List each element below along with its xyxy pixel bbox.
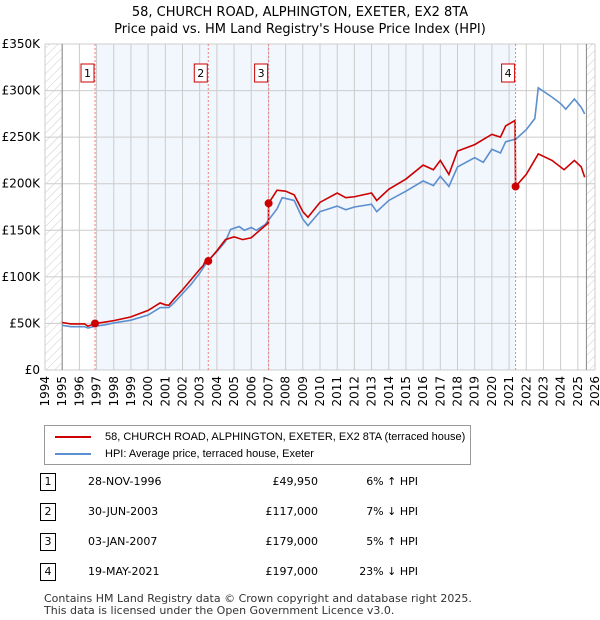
sale-point [264,199,273,208]
y-tick-label: £0 [25,363,40,377]
x-tick-label: 2000 [141,376,155,407]
x-tick-label: 2022 [519,376,533,407]
table-row: 1 28-NOV-1996 £49,950 6% ↑ HPI [40,467,418,497]
x-tick-label: 2023 [536,376,550,407]
shaded-ownership-band [95,44,516,370]
x-tick-label: 2012 [347,376,361,407]
x-tick-label: 2025 [571,376,585,407]
x-tick-label: 2013 [365,376,379,407]
title-line-1: 58, CHURCH ROAD, ALPHINGTON, EXETER, EX2… [131,5,469,20]
x-tick-label: 2014 [382,376,396,407]
chart-legend: 58, CHURCH ROAD, ALPHINGTON, EXETER, EX2… [44,425,471,465]
sale-label-box [193,63,208,83]
price-chart: 1 2 3 4 1994 1995 1996 1997 1998 1999 2000 2001 2002… [2,37,600,407]
sale-price: £179,000 [265,535,319,548]
x-tick-label: 2018 [451,376,465,407]
sale-label: 2 [197,67,204,80]
y-tick-label: £50K [9,316,41,330]
x-tick-label: 2011 [330,376,344,407]
legend-item-property: 58, CHURCH ROAD, ALPHINGTON, EXETER, EX2… [55,430,465,444]
x-tick-label: 1994 [38,376,52,407]
x-tick-label: 2004 [210,376,224,407]
transactions-table: 1 28-NOV-1996 £49,950 6% ↑ HPI 2 30-JUN-2003 £… [40,467,418,587]
y-tick-label: £350K [2,37,42,51]
sale-number: 1 [40,473,56,491]
x-tick-label: 2001 [158,376,172,407]
sale-number: 2 [40,503,56,521]
sale-label-box [254,63,269,83]
x-tick-label: 2006 [244,376,258,407]
hatched-region [586,44,595,370]
sale-date: 19-MAY-2021 [88,565,160,578]
sale-date: 30-JUN-2003 [88,505,159,518]
legend-label: HPI: Average price, terraced house, Exet… [105,448,314,460]
x-tick-label: 1996 [72,376,86,407]
sale-point [511,182,520,191]
x-tick-label: 2009 [296,376,310,407]
table-row: 4 19-MAY-2021 £197,000 23% ↓ HPI [40,557,418,587]
x-tick-label: 2008 [279,376,293,407]
footer-copyright: Contains HM Land Registry data © Crown c… [44,592,472,605]
legend-item-hpi: HPI: Average price, terraced house, Exet… [55,447,314,461]
hpi-diff: 6% ↑ HPI [366,475,418,488]
x-tick-label: 2015 [399,376,413,407]
y-tick-label: £100K [2,270,42,284]
hatched-region [45,44,63,370]
sale-price: £49,950 [272,475,319,488]
x-tick-label: 2010 [313,376,327,407]
footer: Contains HM Land Registry data © Crown c… [44,593,472,617]
legend-swatch-blue [55,453,91,455]
sale-label: 1 [84,67,91,80]
sale-point [204,257,213,266]
x-tick-label: 1999 [124,376,138,407]
x-tick-label: 2002 [176,376,190,407]
y-tick-label: £300K [2,84,42,98]
sale-price: £117,000 [265,505,319,518]
x-tick-label: 1995 [55,376,69,407]
x-tick-label: 2019 [468,376,482,407]
sale-date: 03-JAN-2007 [88,535,158,548]
x-tick-label: 2016 [416,376,430,407]
price-paid-line [62,118,586,328]
title-line-2: Price paid vs. HM Land Registry's House … [114,22,486,37]
legend-label: 58, CHURCH ROAD, ALPHINGTON, EXETER, EX2… [105,431,466,443]
sale-number: 4 [40,563,56,581]
table-row: 3 03-JAN-2007 £179,000 5% ↑ HPI [40,527,418,557]
x-tick-label: 2003 [193,376,207,407]
sale-date: 28-NOV-1996 [88,475,162,488]
sale-point [91,319,100,328]
x-tick-label: 1997 [90,376,104,407]
sale-label-box [80,63,95,83]
sale-label: 4 [505,67,512,80]
y-tick-label: £150K [2,223,42,237]
hpi-diff: 5% ↑ HPI [366,535,418,548]
x-tick-label: 2024 [554,376,568,407]
y-tick-label: £250K [2,130,42,144]
hpi-diff: 7% ↓ HPI [366,505,418,518]
footer-licence: This data is licensed under the Open Gov… [44,604,395,617]
x-tick-label: 2026 [588,376,600,407]
x-tick-label: 2020 [485,376,499,407]
y-tick-label: £200K [2,177,42,191]
sale-label: 3 [258,67,265,80]
x-tick-label: 2017 [433,376,447,407]
hpi-diff: 23% ↓ HPI [359,565,418,578]
sale-price: £197,000 [265,565,319,578]
x-tick-label: 1998 [107,376,121,407]
x-tick-label: 2021 [502,376,516,407]
legend-swatch-red [55,436,91,438]
sale-number: 3 [40,533,56,551]
hpi-line [62,86,586,329]
sale-label-box [501,63,516,83]
x-tick-label: 2005 [227,376,241,407]
x-tick-label: 2007 [261,376,275,407]
table-row: 2 30-JUN-2003 £117,000 7% ↓ HPI [40,497,418,527]
chart-title: 58, CHURCH ROAD, ALPHINGTON, EXETER, EX2… [0,4,600,38]
